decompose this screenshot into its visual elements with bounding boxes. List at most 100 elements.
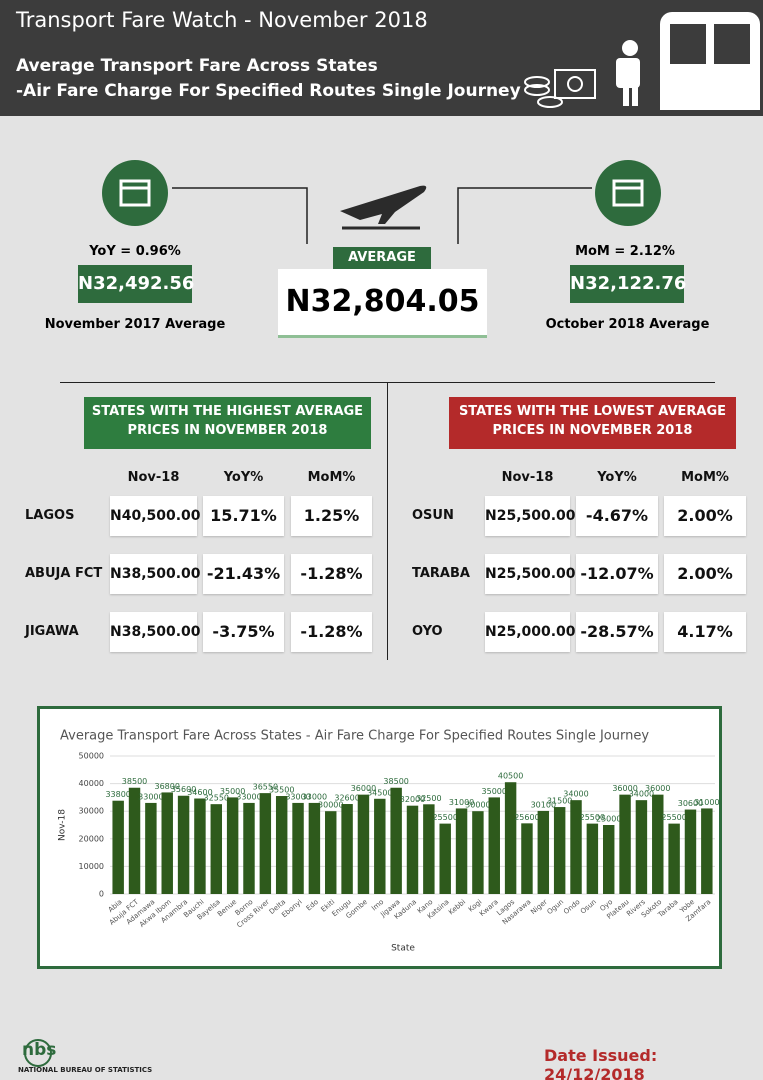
- bar: [684, 809, 697, 894]
- bar: [325, 811, 337, 894]
- value-label: 30000: [318, 801, 343, 810]
- bar: [112, 800, 124, 894]
- org: NATIONAL BUREAU OF STATISTICS: [18, 1066, 153, 1074]
- value-label: 36000: [645, 784, 670, 793]
- value-label: 30100: [531, 800, 556, 809]
- value-label: 25600: [514, 813, 539, 822]
- bar: [226, 797, 239, 894]
- cell: N38,500.00: [110, 612, 201, 652]
- row-name: ABUJA FCT: [25, 566, 103, 581]
- average: N32,804.05: [278, 269, 487, 338]
- value-label: 32600: [334, 794, 359, 803]
- cell: 15.71%: [203, 496, 284, 536]
- bar: [357, 794, 370, 894]
- cell: -3.75%: [203, 612, 284, 652]
- header-icons: [524, 12, 760, 110]
- table-heading: PRICES IN NOVEMBER 2018: [449, 423, 736, 449]
- y-tick-label: 20000: [79, 834, 104, 843]
- date: Date Issued: 24/12/2018: [544, 1046, 658, 1080]
- value-label: 25500: [580, 813, 605, 822]
- column-header: Nov-18: [127, 470, 180, 485]
- chart: Average Transport Fare Across States - A…: [37, 706, 722, 969]
- bar: [521, 823, 533, 894]
- value-label: 33000: [236, 792, 261, 801]
- cell: -21.43%: [203, 554, 284, 594]
- bar: [275, 796, 288, 894]
- value-label: 30600: [678, 799, 703, 808]
- bar: [504, 782, 517, 894]
- bar: [390, 787, 402, 894]
- cell: N25,500.00: [485, 554, 576, 594]
- value-label: 32500: [416, 794, 441, 803]
- bar: [586, 823, 599, 894]
- row-name: TARABA: [412, 566, 470, 581]
- x-tick-label: Osun: [579, 898, 598, 916]
- cell: 2.00%: [664, 554, 746, 594]
- table-heading: PRICES IN NOVEMBER 2018: [84, 423, 371, 449]
- value-label: 31000: [449, 798, 474, 807]
- y-tick-label: 50000: [79, 752, 104, 761]
- x-tick-label: Benue: [216, 898, 238, 918]
- value-label: 36550: [253, 783, 278, 792]
- bar: [259, 793, 272, 894]
- row-name: OSUN: [412, 508, 454, 523]
- value-label: 25000: [596, 815, 621, 824]
- value-label: 35500: [269, 786, 294, 795]
- title: Transport Fare Watch - November 2018: [16, 8, 428, 32]
- mom: MoM = 2.12%: [575, 244, 675, 259]
- bar: [423, 804, 435, 894]
- bar: [145, 802, 157, 894]
- value-label: 35000: [220, 787, 245, 796]
- bar: [194, 798, 206, 894]
- table-heading: STATES WITH THE LOWEST AVERAGE: [449, 397, 736, 426]
- y-tick-label: 0: [99, 890, 104, 899]
- prev-label: November 2017 Average: [44, 317, 226, 332]
- cell: -4.67%: [576, 496, 658, 536]
- value-label: 35000: [482, 787, 507, 796]
- bar: [652, 794, 664, 894]
- y-tick-label: 10000: [79, 862, 104, 871]
- divider: [387, 382, 388, 660]
- value-label: 33000: [302, 792, 327, 801]
- bar: [308, 802, 321, 894]
- cell: 1.25%: [291, 496, 372, 536]
- bar: [553, 807, 566, 894]
- bar: [455, 808, 468, 894]
- bar: [701, 808, 713, 894]
- bar: [406, 805, 419, 894]
- value-label: 33800: [105, 790, 130, 799]
- bar: [177, 795, 190, 894]
- value-label: 25500: [432, 813, 457, 822]
- value-label: 38500: [383, 777, 408, 786]
- bar: [570, 800, 582, 894]
- summary-graphics: [102, 160, 661, 244]
- value-label: 25500: [661, 813, 686, 822]
- value-label: 31000: [694, 798, 719, 807]
- value-label: 33000: [285, 792, 310, 801]
- bar: [537, 810, 550, 894]
- value-label: 36800: [155, 782, 180, 791]
- mom-label: October 2018 Average: [545, 317, 710, 332]
- cell: N25,500.00: [485, 496, 576, 536]
- bar: [128, 787, 141, 894]
- average-label: AVERAGE: [333, 247, 431, 269]
- bar: [210, 804, 223, 894]
- column-header: YoY%: [597, 470, 637, 485]
- bar: [472, 811, 484, 894]
- x-tick-label: Ogun: [546, 898, 566, 916]
- bar: [619, 794, 631, 894]
- x-tick-label: Edo: [305, 898, 320, 913]
- x-tick-label: Kwara: [478, 898, 500, 918]
- y-axis-title: Nov-18: [58, 809, 68, 841]
- bar: [292, 802, 304, 894]
- value-label: 36000: [612, 784, 637, 793]
- y-tick-label: 40000: [79, 779, 104, 788]
- prev-value: N32,492.56: [78, 265, 194, 303]
- y-tick-label: 30000: [79, 807, 104, 816]
- value-label: 31500: [547, 797, 572, 806]
- value-label: 38500: [122, 777, 147, 786]
- bar: [243, 802, 255, 894]
- bar: [374, 798, 386, 894]
- value-label: 34500: [367, 788, 392, 797]
- value-label: 34000: [563, 790, 588, 799]
